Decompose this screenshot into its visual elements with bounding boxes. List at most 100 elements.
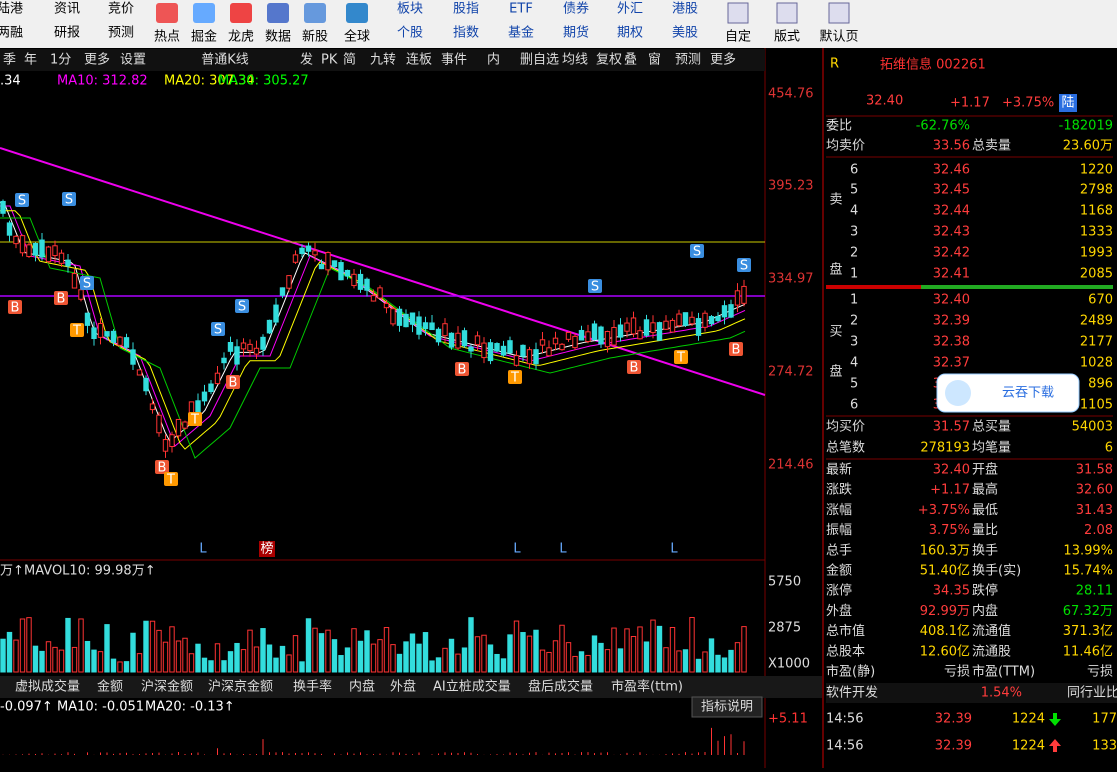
candle <box>357 273 364 290</box>
chart-bar-button[interactable]: 更多 <box>710 52 736 68</box>
label: 3 <box>850 225 858 240</box>
toolbar-button[interactable]: 外汇 <box>617 2 643 17</box>
indicator-tab[interactable]: 虚拟成交量 <box>15 679 80 695</box>
industry-button[interactable]: 同行业比较 <box>1067 686 1117 701</box>
candle <box>617 324 624 338</box>
candle <box>637 330 643 340</box>
toolbar-button[interactable]: 默认页 <box>819 29 858 45</box>
toolbar-button[interactable]: 新股 <box>302 29 328 45</box>
chart-bar-button[interactable]: 复权 <box>596 52 622 68</box>
candle <box>65 259 71 267</box>
label: 32.40 <box>933 293 970 308</box>
chart-bar-button[interactable]: 内 <box>487 52 500 68</box>
indicator-tab[interactable]: 沪深京金额 <box>208 679 273 695</box>
chart-bar-button[interactable]: 普通K线 <box>201 53 249 68</box>
candle <box>572 335 578 349</box>
toolbar-button[interactable]: 两融 <box>0 26 23 41</box>
indicator-tab[interactable]: 换手率 <box>293 679 332 695</box>
toolbar-button[interactable]: 港股 <box>672 2 698 17</box>
market-tag: 陆 <box>1061 95 1074 111</box>
toolbar-button[interactable]: 自定 <box>725 30 751 45</box>
indicator-tab[interactable]: 内盘 <box>349 679 375 695</box>
chart-bar-button[interactable]: 连板 <box>406 52 432 68</box>
candle <box>331 260 338 268</box>
badge <box>627 360 641 374</box>
icon <box>727 2 749 24</box>
toolbar-button[interactable]: ETF <box>509 2 533 17</box>
candle <box>546 347 552 357</box>
chart-bar-button[interactable]: 删自选 <box>520 53 559 68</box>
label: 总手 <box>826 543 852 558</box>
chart-bar-button[interactable]: 均线 <box>562 53 588 68</box>
toolbar-button[interactable]: 热点 <box>154 30 180 45</box>
toolbar-button[interactable]: 龙虎 <box>228 30 254 45</box>
badge <box>508 370 522 384</box>
toolbar-button[interactable]: 竞价 <box>108 1 134 17</box>
chart-bar-button[interactable]: 窗 <box>648 52 661 68</box>
toolbar-button[interactable]: 期货 <box>563 25 589 41</box>
chart-bar-button[interactable]: 更多 <box>84 52 110 68</box>
chart-bar-button[interactable]: PK <box>321 53 338 68</box>
popup-icon <box>945 380 971 406</box>
chart-bar-button[interactable]: 年 <box>24 53 37 68</box>
candle <box>429 322 435 331</box>
toolbar-button[interactable]: 个股 <box>397 26 423 41</box>
label: 涨停 <box>826 583 852 599</box>
candle <box>734 290 741 306</box>
label: 金额 <box>826 563 852 579</box>
indicator-tab[interactable]: 外盘 <box>390 679 416 695</box>
volume-bar <box>58 649 65 673</box>
volume-axis-label: 5750 <box>768 575 801 590</box>
toolbar-button[interactable]: 数据 <box>265 30 291 45</box>
indicator-button[interactable]: 指标说明 <box>701 700 753 715</box>
toolbar-button[interactable]: 基金 <box>508 25 534 41</box>
popup[interactable] <box>936 373 1080 413</box>
toolbar-button[interactable]: 掘金 <box>191 29 217 45</box>
indicator-tab[interactable]: AI立桩成交量 <box>433 679 511 695</box>
volume-bar <box>500 658 507 673</box>
toolbar-button[interactable]: 预测 <box>108 26 134 41</box>
toolbar-button[interactable]: 期权 <box>617 25 643 41</box>
volume-bar <box>221 660 227 673</box>
toolbar-button[interactable]: 美股 <box>672 26 698 41</box>
candle <box>0 200 6 214</box>
toolbar-button[interactable]: 股指 <box>453 2 479 17</box>
chart-bar-button[interactable]: 发 <box>300 52 313 68</box>
toolbar-button[interactable]: 资讯 <box>54 2 80 17</box>
indicator-tab[interactable]: 金额 <box>97 679 123 695</box>
chart-bar-button[interactable]: 九转 <box>370 53 396 68</box>
toolbar-button[interactable]: 债券 <box>563 1 589 17</box>
candle <box>364 278 370 291</box>
chart-bar-button[interactable]: 设置 <box>120 53 146 68</box>
volume-bar <box>338 655 344 673</box>
label: 内盘 <box>972 603 998 619</box>
toolbar-button[interactable]: 研报 <box>54 26 80 41</box>
chart-bar-button[interactable]: 简 <box>343 52 356 68</box>
popup-text[interactable]: 云吞下载 <box>1002 386 1054 401</box>
indicator-tab[interactable]: 市盈率(ttm) <box>611 679 683 695</box>
chart-bar-button[interactable]: 事件 <box>441 53 467 68</box>
toolbar-button[interactable]: 全球 <box>344 29 370 45</box>
toolbar-button[interactable]: 指数 <box>453 26 479 41</box>
last-price: 32.40 <box>866 94 903 109</box>
volume-bar <box>409 633 416 673</box>
label: 最高 <box>972 482 998 498</box>
chart-bar-button[interactable]: 叠 <box>624 53 637 68</box>
toolbar-button[interactable]: 板块 <box>397 2 423 17</box>
toolbar-button[interactable]: 版式 <box>774 30 800 45</box>
side-label: 盘 <box>829 262 842 278</box>
volume-bar <box>721 657 728 673</box>
label: 51.40亿 <box>920 564 970 579</box>
toolbar-button[interactable]: 陆港 <box>0 1 23 17</box>
candle <box>468 346 474 352</box>
chart-bar-button[interactable]: 1分 <box>50 53 71 68</box>
chart-bar-button[interactable]: 季 <box>3 53 16 68</box>
badge <box>54 291 68 305</box>
chart-bar-button[interactable]: 预测 <box>675 53 701 68</box>
indicator-tab[interactable]: 沪深金额 <box>141 679 193 695</box>
volume-bar <box>292 635 299 673</box>
volume-bar <box>253 646 260 673</box>
label: 32.39 <box>935 739 972 754</box>
indicator-tab[interactable]: 盘后成交量 <box>528 679 593 695</box>
volume-bar <box>273 657 279 673</box>
